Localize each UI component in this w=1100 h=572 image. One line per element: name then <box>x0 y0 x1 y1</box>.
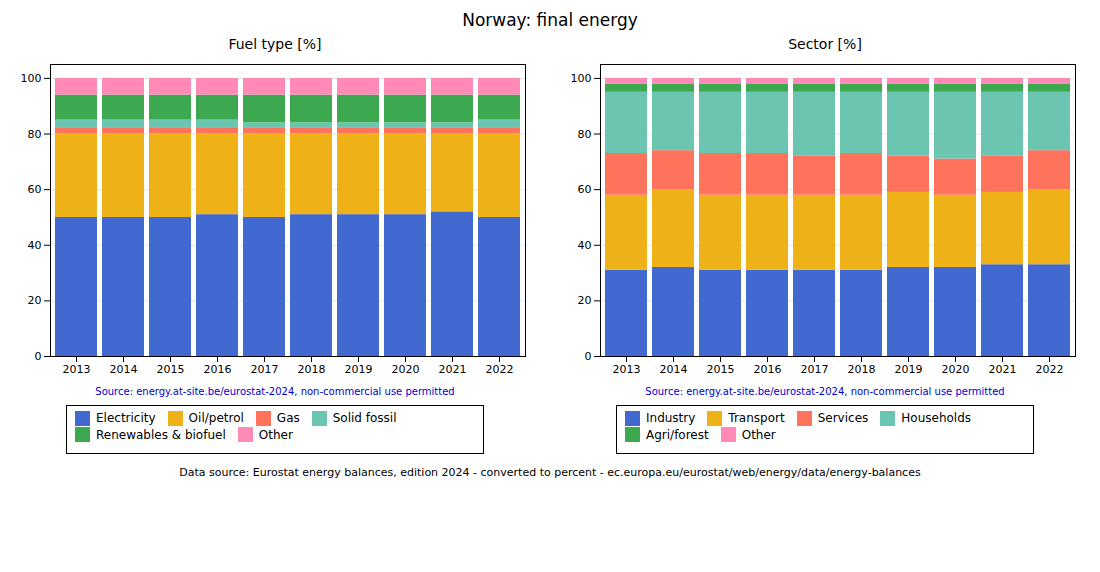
svg-text:100: 100 <box>571 72 592 85</box>
svg-text:2019: 2019 <box>895 363 923 376</box>
svg-text:80: 80 <box>28 128 42 141</box>
svg-text:20: 20 <box>578 294 592 307</box>
html-text:Sector [%]: Sector [%] <box>788 36 862 52</box>
svg-text:2014: 2014 <box>110 363 138 376</box>
svg-text:20: 20 <box>28 294 42 307</box>
svg-text:2018: 2018 <box>298 363 326 376</box>
html-text:Source: energy.at-site.be/euro: Source: energy.at-site.be/eurostat-2024,… <box>95 386 455 397</box>
html-text:Gas: Gas <box>276 411 300 426</box>
svg-text:40: 40 <box>28 239 42 252</box>
html-text:Agri/forest: Agri/forest <box>646 427 709 442</box>
svg-text:2014: 2014 <box>660 363 688 376</box>
svg-text:2020: 2020 <box>942 363 970 376</box>
svg-text:0: 0 <box>35 350 42 363</box>
svg-text:2021: 2021 <box>989 363 1017 376</box>
svg-text:2013: 2013 <box>613 363 641 376</box>
svg-text:2015: 2015 <box>157 363 185 376</box>
html-text:Data source: Eurostat energy b: Data source: Eurostat energy balances, e… <box>179 466 921 479</box>
svg-text:2015: 2015 <box>707 363 735 376</box>
html-text:Electricity: Electricity <box>96 411 156 426</box>
html-text:Transport: Transport <box>728 411 785 426</box>
svg-text:0: 0 <box>585 350 592 363</box>
svg-text:40: 40 <box>578 239 592 252</box>
html-text:Households: Households <box>901 411 971 426</box>
svg-text:2018: 2018 <box>848 363 876 376</box>
html-text:Source: energy.at-site.be/euro: Source: energy.at-site.be/eurostat-2024,… <box>645 386 1005 397</box>
html-text:Fuel type [%]: Fuel type [%] <box>228 36 322 52</box>
svg-text:2019: 2019 <box>345 363 373 376</box>
svg-text:2016: 2016 <box>754 363 782 376</box>
html-text:Oil/petrol: Oil/petrol <box>188 411 244 426</box>
svg-text:2021: 2021 <box>439 363 467 376</box>
svg-text:60: 60 <box>28 183 42 196</box>
html-text:Industry: Industry <box>646 411 696 426</box>
html-text:Other: Other <box>741 427 776 442</box>
svg-text:2022: 2022 <box>1036 363 1064 376</box>
svg-text:2017: 2017 <box>251 363 279 376</box>
svg-text:2016: 2016 <box>204 363 232 376</box>
svg-text:100: 100 <box>21 72 42 85</box>
html-text:Solid fossil: Solid fossil <box>332 411 397 426</box>
svg-text:2017: 2017 <box>801 363 829 376</box>
html-text:Services: Services <box>817 411 869 426</box>
svg-text:2022: 2022 <box>486 363 514 376</box>
svg-text:80: 80 <box>578 128 592 141</box>
html-text:Renewables & biofuel: Renewables & biofuel <box>96 427 226 442</box>
html-text:Norway: final energy: Norway: final energy <box>462 10 638 30</box>
html-text:Other: Other <box>258 427 293 442</box>
svg-text:2013: 2013 <box>63 363 91 376</box>
svg-text:2020: 2020 <box>392 363 420 376</box>
svg-text:60: 60 <box>578 183 592 196</box>
